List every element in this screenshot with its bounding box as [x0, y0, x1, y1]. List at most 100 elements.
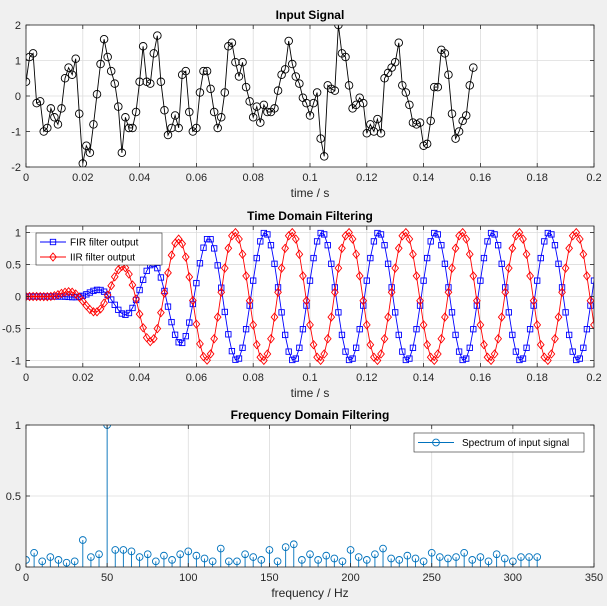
data-point — [454, 127, 464, 136]
legend-iir-marker — [49, 252, 57, 262]
data-point — [299, 271, 307, 281]
data-point — [438, 242, 445, 249]
data-point — [85, 148, 95, 158]
data-point — [220, 263, 229, 273]
data-point — [431, 229, 438, 237]
data-point — [413, 326, 420, 333]
data-point — [143, 267, 150, 275]
data-point — [288, 59, 297, 69]
input-signal-ticks: 0 0.02 0.04 0.06 0.08 0.1 0.12 0.14 0.16 0.18 0.2 -… — [11, 20, 601, 184]
stem-marker — [306, 550, 314, 559]
data-point — [36, 291, 45, 302]
data-point — [323, 334, 332, 344]
stem-marker — [111, 546, 120, 554]
data-point — [394, 38, 404, 48]
data-point — [157, 307, 165, 318]
data-point — [472, 296, 481, 306]
data-point — [380, 334, 389, 344]
data-point — [463, 355, 470, 362]
data-point — [54, 289, 62, 300]
data-point — [373, 355, 382, 366]
stem-marker — [225, 557, 233, 566]
data-point — [391, 263, 400, 273]
data-point — [227, 38, 237, 48]
x-tick-label: 0.1 — [302, 372, 317, 384]
data-point — [342, 348, 349, 355]
data-point — [536, 339, 545, 350]
y-tick-label: -0.5 — [2, 324, 21, 336]
data-point — [487, 229, 495, 237]
data-point — [480, 254, 488, 262]
stem-marker — [517, 553, 525, 561]
stem-marker — [127, 547, 136, 556]
data-point — [231, 58, 240, 67]
data-point — [171, 331, 179, 338]
stem-marker — [338, 557, 347, 566]
data-point — [451, 243, 460, 254]
data-point — [334, 263, 343, 273]
data-point — [526, 271, 534, 281]
data-point — [43, 123, 52, 133]
data-point — [256, 352, 265, 362]
data-point — [328, 260, 335, 267]
y-tick-label: 0 — [15, 292, 21, 304]
data-point — [136, 286, 143, 294]
data-point — [583, 271, 591, 281]
data-point — [495, 242, 502, 249]
data-point — [344, 81, 354, 90]
frequency-domain-axes: 0 50 100 150 200 250 300 350 0 0.5 1 Frequency Dom… — [6, 408, 603, 600]
data-point — [434, 231, 441, 238]
stem-marker — [314, 556, 322, 564]
data-point — [359, 296, 368, 306]
stem-marker — [411, 554, 420, 563]
data-point — [465, 81, 475, 90]
data-point — [92, 89, 102, 99]
data-point — [149, 49, 159, 58]
data-point — [206, 84, 215, 94]
data-point — [210, 334, 219, 344]
data-point — [356, 326, 363, 333]
data-point — [341, 52, 350, 62]
x-tick-label: 0.08 — [242, 372, 263, 384]
data-point — [462, 234, 471, 244]
data-point — [519, 234, 527, 244]
data-point — [299, 326, 307, 333]
data-point — [260, 229, 267, 237]
data-point — [437, 334, 446, 344]
stem-marker — [233, 557, 241, 566]
data-point — [170, 111, 180, 120]
data-point — [89, 307, 98, 317]
data-point — [512, 348, 520, 355]
data-point — [541, 238, 548, 245]
data-point — [118, 310, 126, 317]
data-point — [241, 82, 251, 92]
data-point — [181, 66, 190, 76]
stem-marker — [452, 553, 460, 561]
data-point — [82, 141, 91, 150]
data-point — [306, 277, 314, 284]
data-point — [270, 104, 279, 113]
data-point — [235, 234, 243, 244]
data-point — [313, 352, 321, 362]
stem-marker — [273, 557, 282, 566]
data-point — [174, 123, 183, 133]
data-point — [93, 286, 101, 294]
data-point — [327, 312, 336, 322]
x-tick-label: 0.14 — [413, 372, 434, 384]
data-point — [35, 97, 45, 106]
y-tick-label: 0 — [15, 562, 21, 574]
stem-marker — [419, 557, 428, 566]
data-point — [164, 303, 172, 310]
data-point — [114, 102, 123, 111]
data-point — [523, 344, 530, 351]
data-point — [310, 254, 317, 262]
data-point — [295, 249, 304, 259]
data-point — [50, 113, 59, 122]
stem-marker — [168, 556, 176, 564]
data-point — [412, 271, 421, 281]
data-point — [71, 54, 80, 63]
data-point — [420, 277, 427, 284]
data-point — [174, 234, 183, 244]
data-point — [117, 148, 127, 158]
x-tick-label: 0.18 — [526, 172, 547, 184]
